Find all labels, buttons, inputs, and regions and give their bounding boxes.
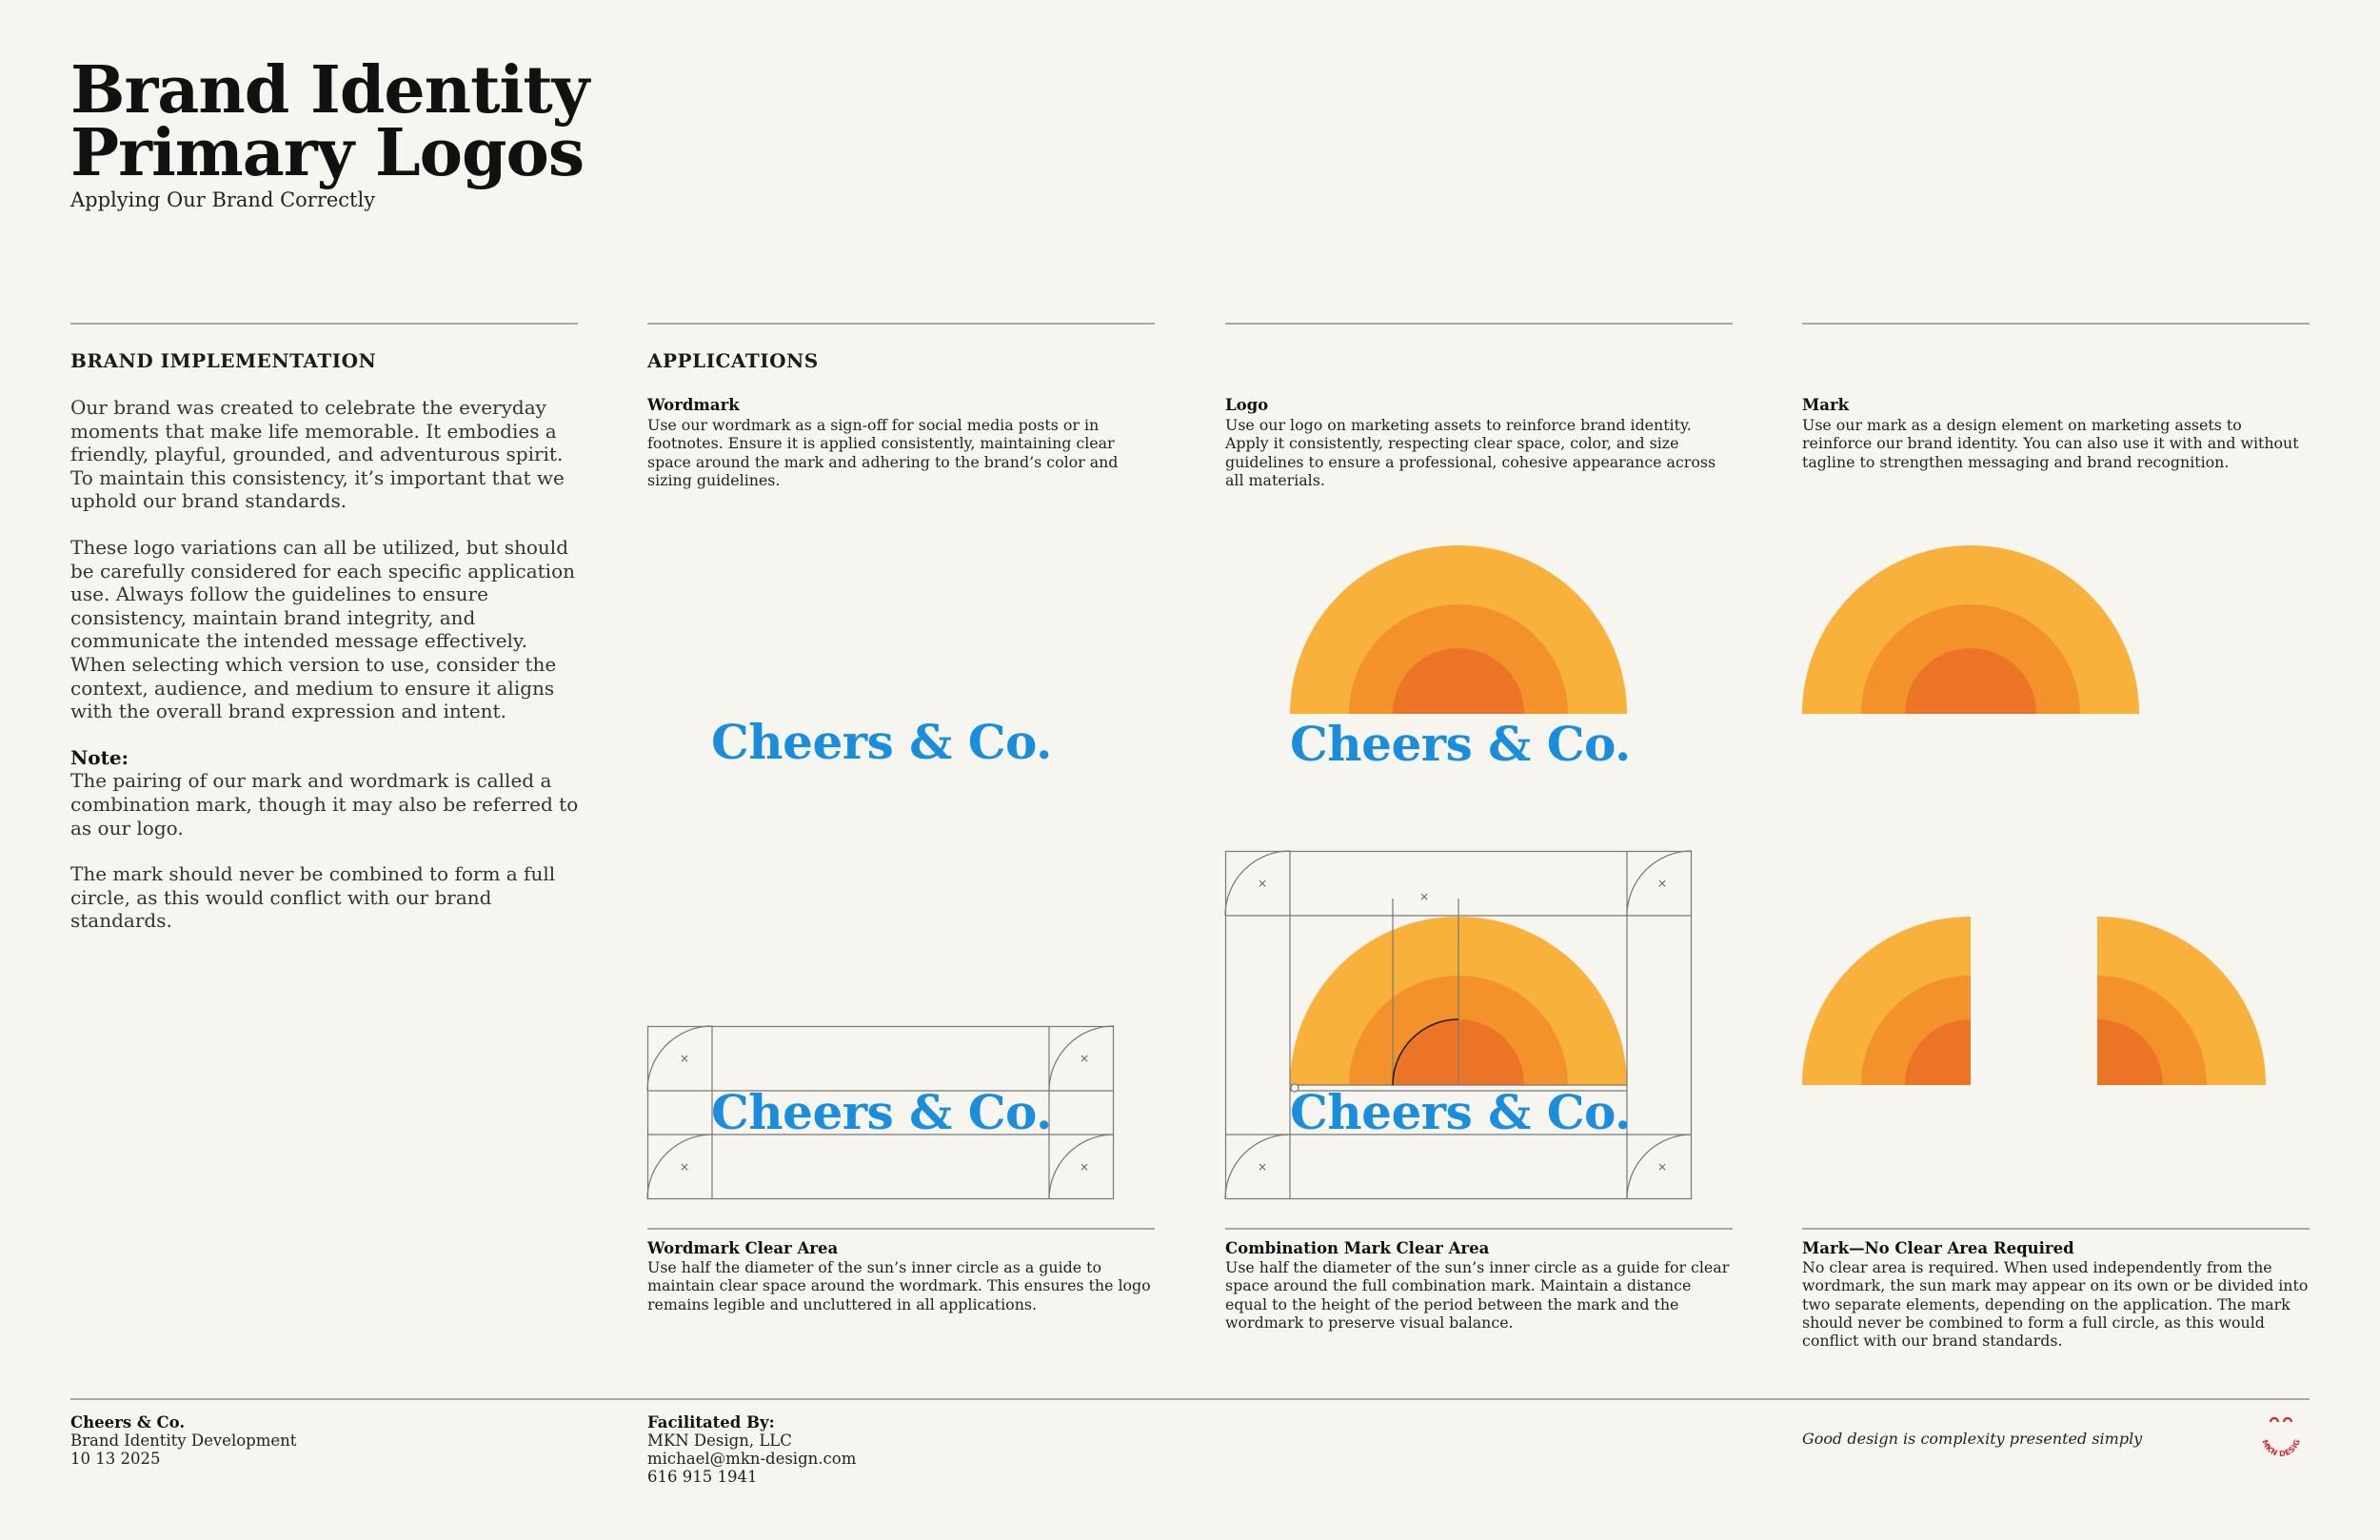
mark-no-clear-area-text: No clear area is required. When used ind… [1802,1258,2309,1351]
footer-agency-name: MKN Design, LLC [647,1431,792,1450]
wordmark-logo: Cheers & Co. [711,714,1052,770]
logo-wordmark: Cheers & Co. [1290,716,1631,772]
clear-area-marker: × [680,1160,690,1174]
wordmark-clear-area-text: Use half the diameter of the sun’s inner… [647,1258,1151,1313]
clear-area-marker: × [1419,890,1430,903]
mark-no-clear-area-label: Mark—No Clear Area Required [1802,1239,2074,1257]
mkn-design-badge-icon: MKN DESIGN [2251,1408,2301,1458]
page-title: Brand Identity Primary Logos [70,52,589,191]
footer-client-date: 10 13 2025 [70,1450,161,1468]
combination-mark-clear-area-diagram [1224,850,1693,1200]
footer-email[interactable]: michael@mkn-design.com [647,1450,857,1468]
footer-divider [70,1398,2310,1400]
combination-clear-area-text: Use half the diameter of the sun’s inner… [1225,1258,1730,1332]
sun-mark-icon [1290,545,1627,714]
clear-area-marker: × [1080,1160,1090,1174]
wordmark-description: Use our wordmark as a sign-off for socia… [647,416,1119,489]
logo-label: Logo [1225,396,1269,414]
note-text: The pairing of our mark and wordmark is … [70,769,579,839]
footer-client: Cheers & Co. Brand Identity Development … [70,1413,451,1468]
clear-area-marker: × [1258,1160,1268,1174]
wordmark-label: Wordmark [647,396,740,414]
clear-area-marker: × [1258,877,1268,890]
mark-description: Use our mark as a design element on mark… [1802,416,2299,471]
combination-clear-area-label: Combination Mark Clear Area [1225,1239,1490,1257]
footer-client-project: Brand Identity Development [70,1431,297,1450]
implementation-paragraph: These logo variations can all be utilize… [70,535,575,723]
divider [647,323,1155,325]
clear-area-marker: × [1080,1052,1090,1065]
divider [1802,323,2310,325]
divider [1225,1228,1733,1230]
divider [1225,323,1733,325]
section-heading-applications: APPLICATIONS [647,349,819,372]
clear-area-marker: × [680,1052,690,1065]
implementation-paragraph: Our brand was created to celebrate the e… [70,396,565,513]
page-title-line-2: Primary Logos [70,115,585,191]
note-label: Note: [70,745,129,769]
implementation-body: Our brand was created to celebrate the e… [70,396,585,956]
footer-agency: Facilitated By: MKN Design, LLC michael@… [647,1413,1028,1486]
implementation-note: Note: The pairing of our mark and wordmar… [70,746,585,839]
logo-description: Use our logo on marketing assets to rein… [1225,416,1716,489]
combination-mark-wordmark: Cheers & Co. [1290,1084,1631,1140]
divider [647,1228,1155,1230]
wordmark-clear-area-diagram [646,1025,1115,1200]
footer-client-name: Cheers & Co. [70,1413,186,1431]
divider [1802,1228,2310,1230]
page-title-line-1: Brand Identity [70,52,589,128]
footer-phone: 616 915 1941 [647,1468,758,1486]
divider [70,323,578,325]
wordmark-clear-area-label: Wordmark Clear Area [647,1239,839,1257]
clear-area-marker: × [1657,877,1668,890]
sun-mark-left-half-icon [1802,917,1971,1085]
page-subtitle: Applying Our Brand Correctly [70,188,376,211]
footer-facilitated-label: Facilitated By: [647,1413,775,1431]
clear-area-marker: × [1657,1160,1668,1174]
footer-tagline: Good design is complexity presented simp… [1802,1430,2143,1448]
mark-label: Mark [1802,396,1850,414]
sun-mark-right-half-icon [2097,917,2266,1085]
implementation-paragraph: The mark should never be combined to for… [70,862,556,933]
badge-text: MKN DESIGN [2251,1408,2302,1458]
wordmark-clear-area-logo: Cheers & Co. [711,1084,1052,1140]
sun-mark-icon [1802,545,2139,714]
section-heading-implementation: BRAND IMPLEMENTATION [70,349,377,372]
